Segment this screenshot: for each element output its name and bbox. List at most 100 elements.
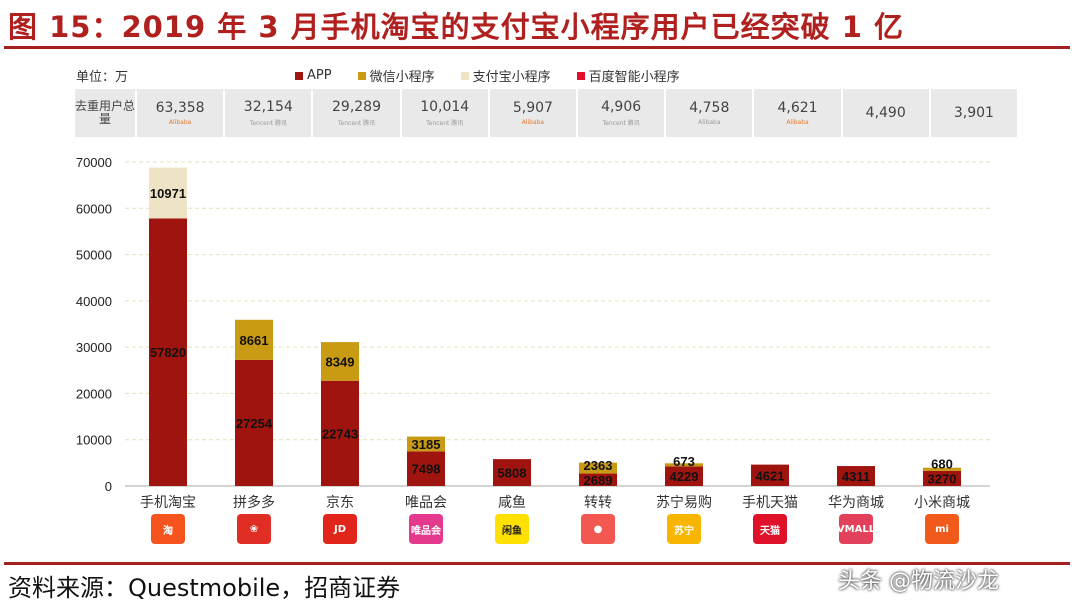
legend-label: 支付宝小程序: [472, 70, 551, 85]
taobao-icon: 淘: [151, 514, 185, 544]
bar-segment: [751, 464, 789, 486]
total-value: 3,901: [953, 105, 994, 121]
bar-segment: [149, 218, 187, 486]
bar-segment: [579, 462, 617, 474]
bar-segment: [321, 380, 359, 486]
y-tick-label: 60000: [76, 201, 112, 216]
company-logo: Tencent 腾讯: [249, 120, 287, 127]
totals-header: 去重用户总量: [75, 99, 136, 126]
suning-icon: 苏宁: [667, 514, 701, 544]
data-label: 10971: [150, 186, 186, 201]
x-tick-label: 京东: [326, 495, 354, 511]
company-logo: Alibaba: [168, 119, 192, 126]
total-value: 4,621: [777, 100, 818, 116]
data-label: 4229: [670, 469, 699, 484]
data-label: 3270: [928, 471, 957, 486]
footer-divider: [4, 562, 1070, 565]
total-value: 5,907: [512, 100, 553, 116]
y-tick-label: 40000: [76, 294, 112, 309]
total-value: 10,014: [420, 99, 470, 115]
totals-cell: 4,906 Tencent 腾讯: [576, 89, 664, 137]
totals-cell: 3,901: [928, 89, 1017, 137]
company-logo: Alibaba: [786, 119, 809, 126]
bar-segment: [149, 167, 187, 219]
company-logo: Alibaba: [521, 119, 545, 126]
data-label: 5808: [498, 466, 527, 481]
data-label: 4621: [756, 468, 785, 483]
x-tick-label: 华为商城: [828, 495, 884, 511]
jd-icon: JD: [323, 514, 357, 544]
company-logo: Tencent 腾讯: [602, 120, 640, 127]
xianyu-icon: 闲鱼: [495, 514, 529, 544]
data-label: 22743: [322, 426, 358, 441]
data-label: 3185: [412, 437, 441, 452]
legend-swatch: [357, 71, 366, 80]
zhuanzhuan-icon: ●: [581, 514, 615, 544]
bar-segment: [923, 470, 961, 486]
y-tick-label: 0: [105, 479, 112, 494]
bar-segment: [923, 467, 961, 471]
data-label: 8349: [326, 354, 355, 369]
data-label: 673: [673, 454, 695, 469]
x-tick-label: 苏宁易购: [656, 495, 712, 511]
x-tick-label: 手机淘宝: [140, 495, 196, 511]
total-value: 4,490: [865, 105, 906, 121]
data-label: 7498: [412, 462, 441, 477]
legend-label: APP: [307, 68, 332, 83]
totals-cell: 5,907 Alibaba: [487, 89, 576, 137]
totals-cell: 10,014 Tencent 腾讯: [399, 89, 488, 137]
bar-segment: [235, 319, 273, 360]
legend-item: 微信小程序: [357, 66, 435, 85]
x-tick-label: 唯品会: [405, 495, 447, 511]
x-tick-label: 转转: [584, 495, 612, 511]
legend-swatch: [460, 71, 469, 80]
legend-item: APP: [295, 66, 332, 85]
data-label: 57820: [150, 345, 186, 360]
totals-cell: 29,289 Tencent 腾讯: [311, 89, 399, 137]
data-label: 4311: [842, 469, 870, 484]
bar-segment: [665, 463, 703, 467]
totals-cell: 4,621 Alibaba: [752, 89, 840, 137]
y-tick-label: 30000: [76, 340, 112, 355]
legend-swatch: [295, 71, 303, 80]
totals-cell: 63,358 Alibaba: [135, 89, 223, 137]
total-value: 29,289: [332, 99, 381, 115]
bar-segment: [321, 342, 359, 381]
total-value: 4,758: [689, 100, 730, 116]
x-tick-label: 手机天猫: [742, 495, 798, 511]
data-label: 2363: [584, 458, 613, 473]
x-tick-label: 拼多多: [233, 495, 275, 511]
watermark: 头条 @物流沙龙: [838, 569, 999, 594]
bar-segment: [493, 459, 531, 486]
data-label: 2689: [584, 473, 613, 488]
bar-segment: [837, 466, 875, 486]
x-tick-label: 小米商城: [914, 495, 970, 511]
legend: APP 微信小程序 支付宝小程序 百度智能小程序: [295, 66, 680, 85]
legend-item: 百度智能小程序: [576, 66, 680, 85]
xiaomi-icon: mi: [925, 514, 959, 544]
data-label: 8661: [240, 333, 269, 348]
huawei-mall-icon: VMALL: [837, 514, 875, 544]
bar-segment: [407, 436, 445, 452]
company-logo: Alibaba: [698, 119, 721, 126]
x-tick-label: 咸鱼: [498, 495, 526, 511]
total-value: 32,154: [243, 99, 293, 115]
unit-label: 单位：万: [76, 70, 129, 85]
figure-title: 图 15：2019 年 3 月手机淘宝的支付宝小程序用户已经突破 1 亿: [8, 10, 905, 44]
title-divider: [4, 46, 1070, 49]
bar-segment: [407, 451, 445, 486]
legend-label: 微信小程序: [369, 70, 435, 85]
totals-cell: 4,490: [840, 89, 929, 137]
tmall-icon: 天猫: [753, 514, 787, 544]
y-tick-label: 10000: [76, 433, 112, 448]
bar-segment: [665, 466, 703, 486]
vipshop-icon: 唯品会: [409, 514, 443, 544]
company-logo: Tencent 腾讯: [337, 120, 376, 127]
company-logo: Tencent 腾讯: [426, 120, 464, 127]
legend-label: 百度智能小程序: [588, 70, 680, 85]
source-note: 资料来源：Questmobile，招商证券: [8, 574, 401, 602]
data-label: 680: [931, 456, 953, 471]
y-tick-label: 20000: [76, 386, 112, 401]
